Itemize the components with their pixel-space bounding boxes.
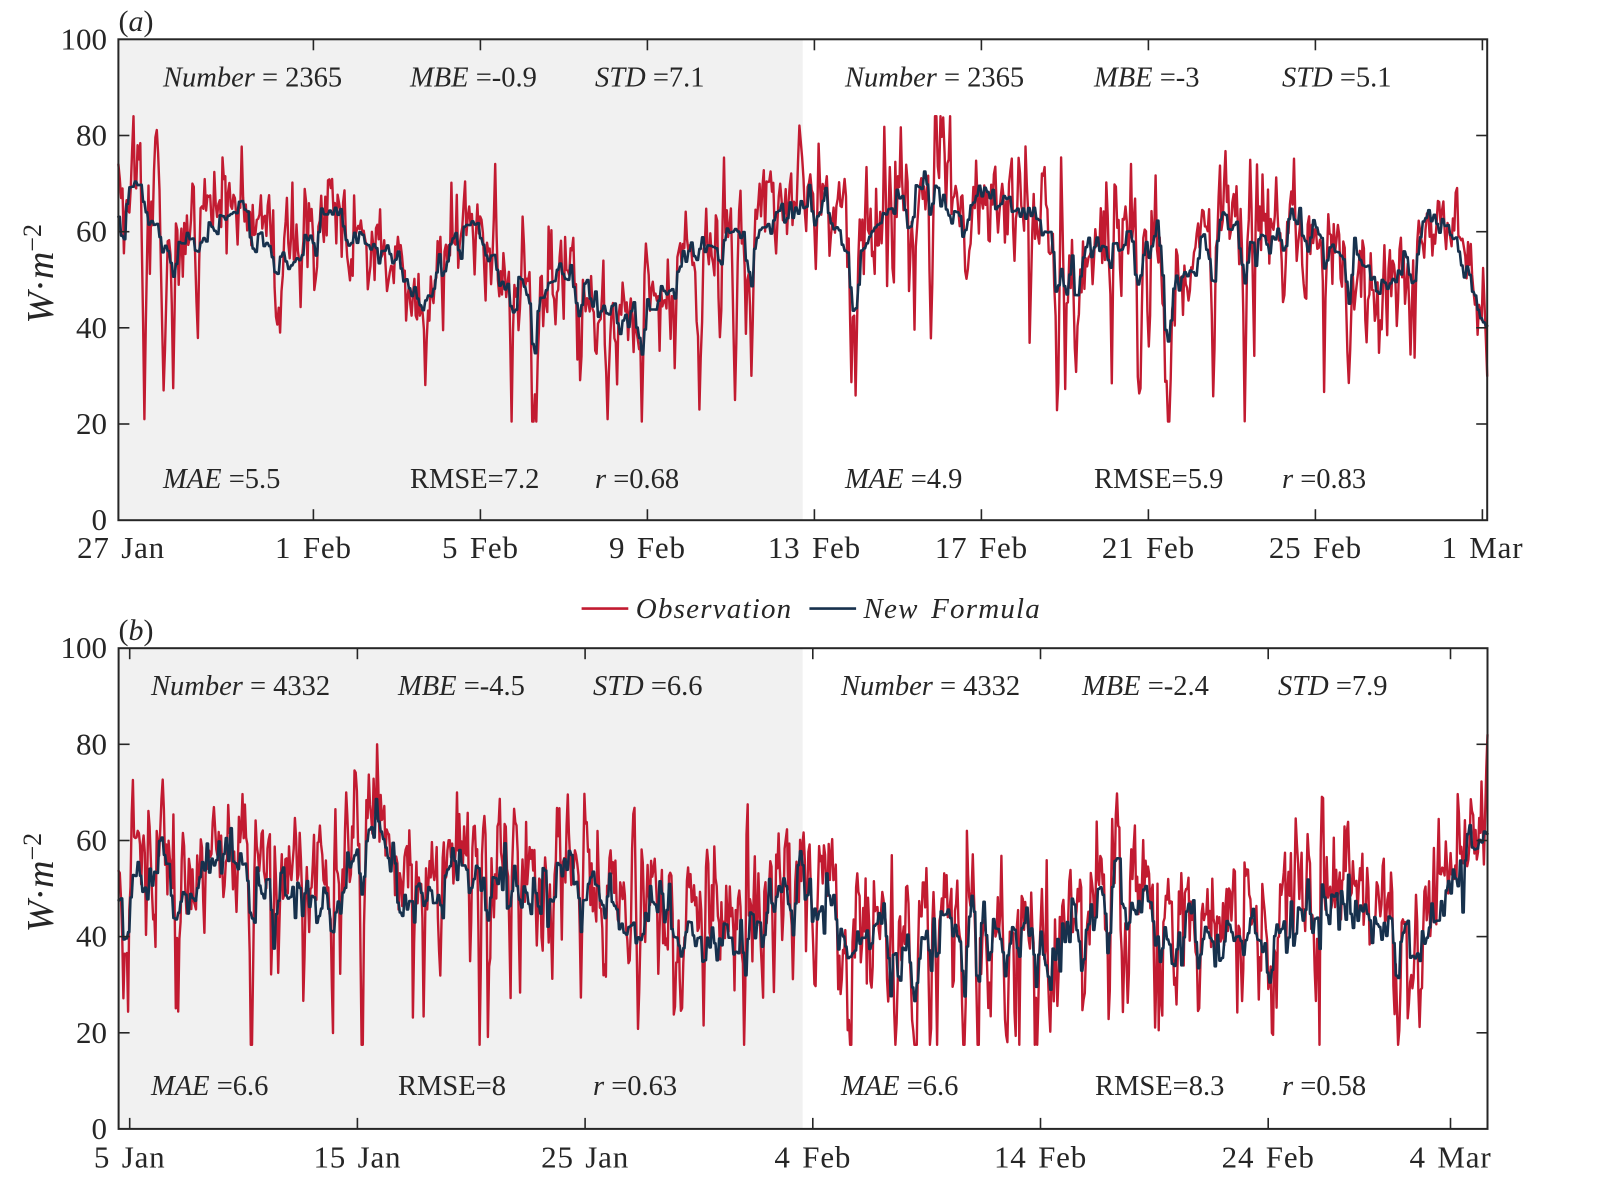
svg-text:20: 20 [76,1015,107,1050]
svg-text:(b): (b) [119,614,154,647]
svg-text:60: 60 [76,214,107,249]
svg-text:21 Feb: 21 Feb [1102,530,1195,565]
svg-text:25 Feb: 25 Feb [1269,530,1362,565]
svg-text:RMSE=8: RMSE=8 [398,1071,506,1102]
svg-text:5 Feb: 5 Feb [442,530,519,565]
svg-text:MBE =-3: MBE =-3 [1093,63,1200,94]
svg-text:Number = 2365: Number = 2365 [844,63,1024,94]
svg-text:80: 80 [76,726,107,761]
svg-text:Number = 2365: Number = 2365 [162,63,342,94]
svg-text:14 Feb: 14 Feb [994,1140,1087,1175]
svg-text:RMSE=5.9: RMSE=5.9 [1094,464,1223,495]
svg-text:STD =6.6: STD =6.6 [593,671,703,702]
svg-text:(a): (a) [119,5,154,38]
svg-text:STD =7.9: STD =7.9 [1278,671,1388,702]
svg-text:1 Feb: 1 Feb [275,530,352,565]
svg-text:r =0.63: r =0.63 [593,1071,677,1102]
svg-text:5 Jan: 5 Jan [94,1140,166,1175]
svg-text:MBE =-0.9: MBE =-0.9 [409,63,537,94]
svg-text:20: 20 [76,406,107,441]
svg-text:Number = 4332: Number = 4332 [150,671,330,702]
svg-text:New Formula: New Formula [863,593,1042,625]
svg-text:17 Feb: 17 Feb [935,530,1028,565]
svg-text:13 Feb: 13 Feb [768,530,861,565]
svg-text:RMSE=7.2: RMSE=7.2 [410,464,539,495]
svg-text:r =0.58: r =0.58 [1282,1071,1366,1102]
svg-text:STD =7.1: STD =7.1 [595,63,705,94]
svg-text:40: 40 [76,919,107,954]
svg-text:9 Feb: 9 Feb [609,530,686,565]
svg-text:W·m−2: W·m−2 [18,224,62,323]
svg-text:0: 0 [92,1111,108,1146]
svg-text:MBE =-2.4: MBE =-2.4 [1081,671,1209,702]
svg-text:4 Mar: 4 Mar [1410,1140,1492,1175]
svg-text:15 Jan: 15 Jan [313,1140,401,1175]
svg-text:RMSE=8.3: RMSE=8.3 [1095,1071,1224,1102]
svg-text:25 Jan: 25 Jan [541,1140,629,1175]
svg-text:27 Jan: 27 Jan [77,530,165,565]
svg-text:MAE =4.9: MAE =4.9 [844,464,962,495]
svg-text:0: 0 [92,502,108,537]
svg-text:100: 100 [61,21,108,56]
svg-text:40: 40 [76,310,107,345]
svg-text:Number = 4332: Number = 4332 [840,671,1020,702]
svg-text:60: 60 [76,823,107,858]
svg-text:24 Feb: 24 Feb [1222,1140,1315,1175]
svg-text:80: 80 [76,118,107,153]
svg-text:MAE =6.6: MAE =6.6 [150,1071,268,1102]
svg-text:1 Mar: 1 Mar [1441,530,1523,565]
svg-text:4 Feb: 4 Feb [774,1140,851,1175]
svg-text:MAE =5.5: MAE =5.5 [162,464,280,495]
svg-text:100: 100 [61,630,108,665]
svg-text:r =0.83: r =0.83 [1282,464,1366,495]
svg-text:MBE =-4.5: MBE =-4.5 [397,671,525,702]
svg-text:Observation: Observation [636,593,793,625]
svg-text:STD =5.1: STD =5.1 [1282,63,1392,94]
svg-text:MAE =6.6: MAE =6.6 [840,1071,958,1102]
svg-text:r =0.68: r =0.68 [595,464,679,495]
